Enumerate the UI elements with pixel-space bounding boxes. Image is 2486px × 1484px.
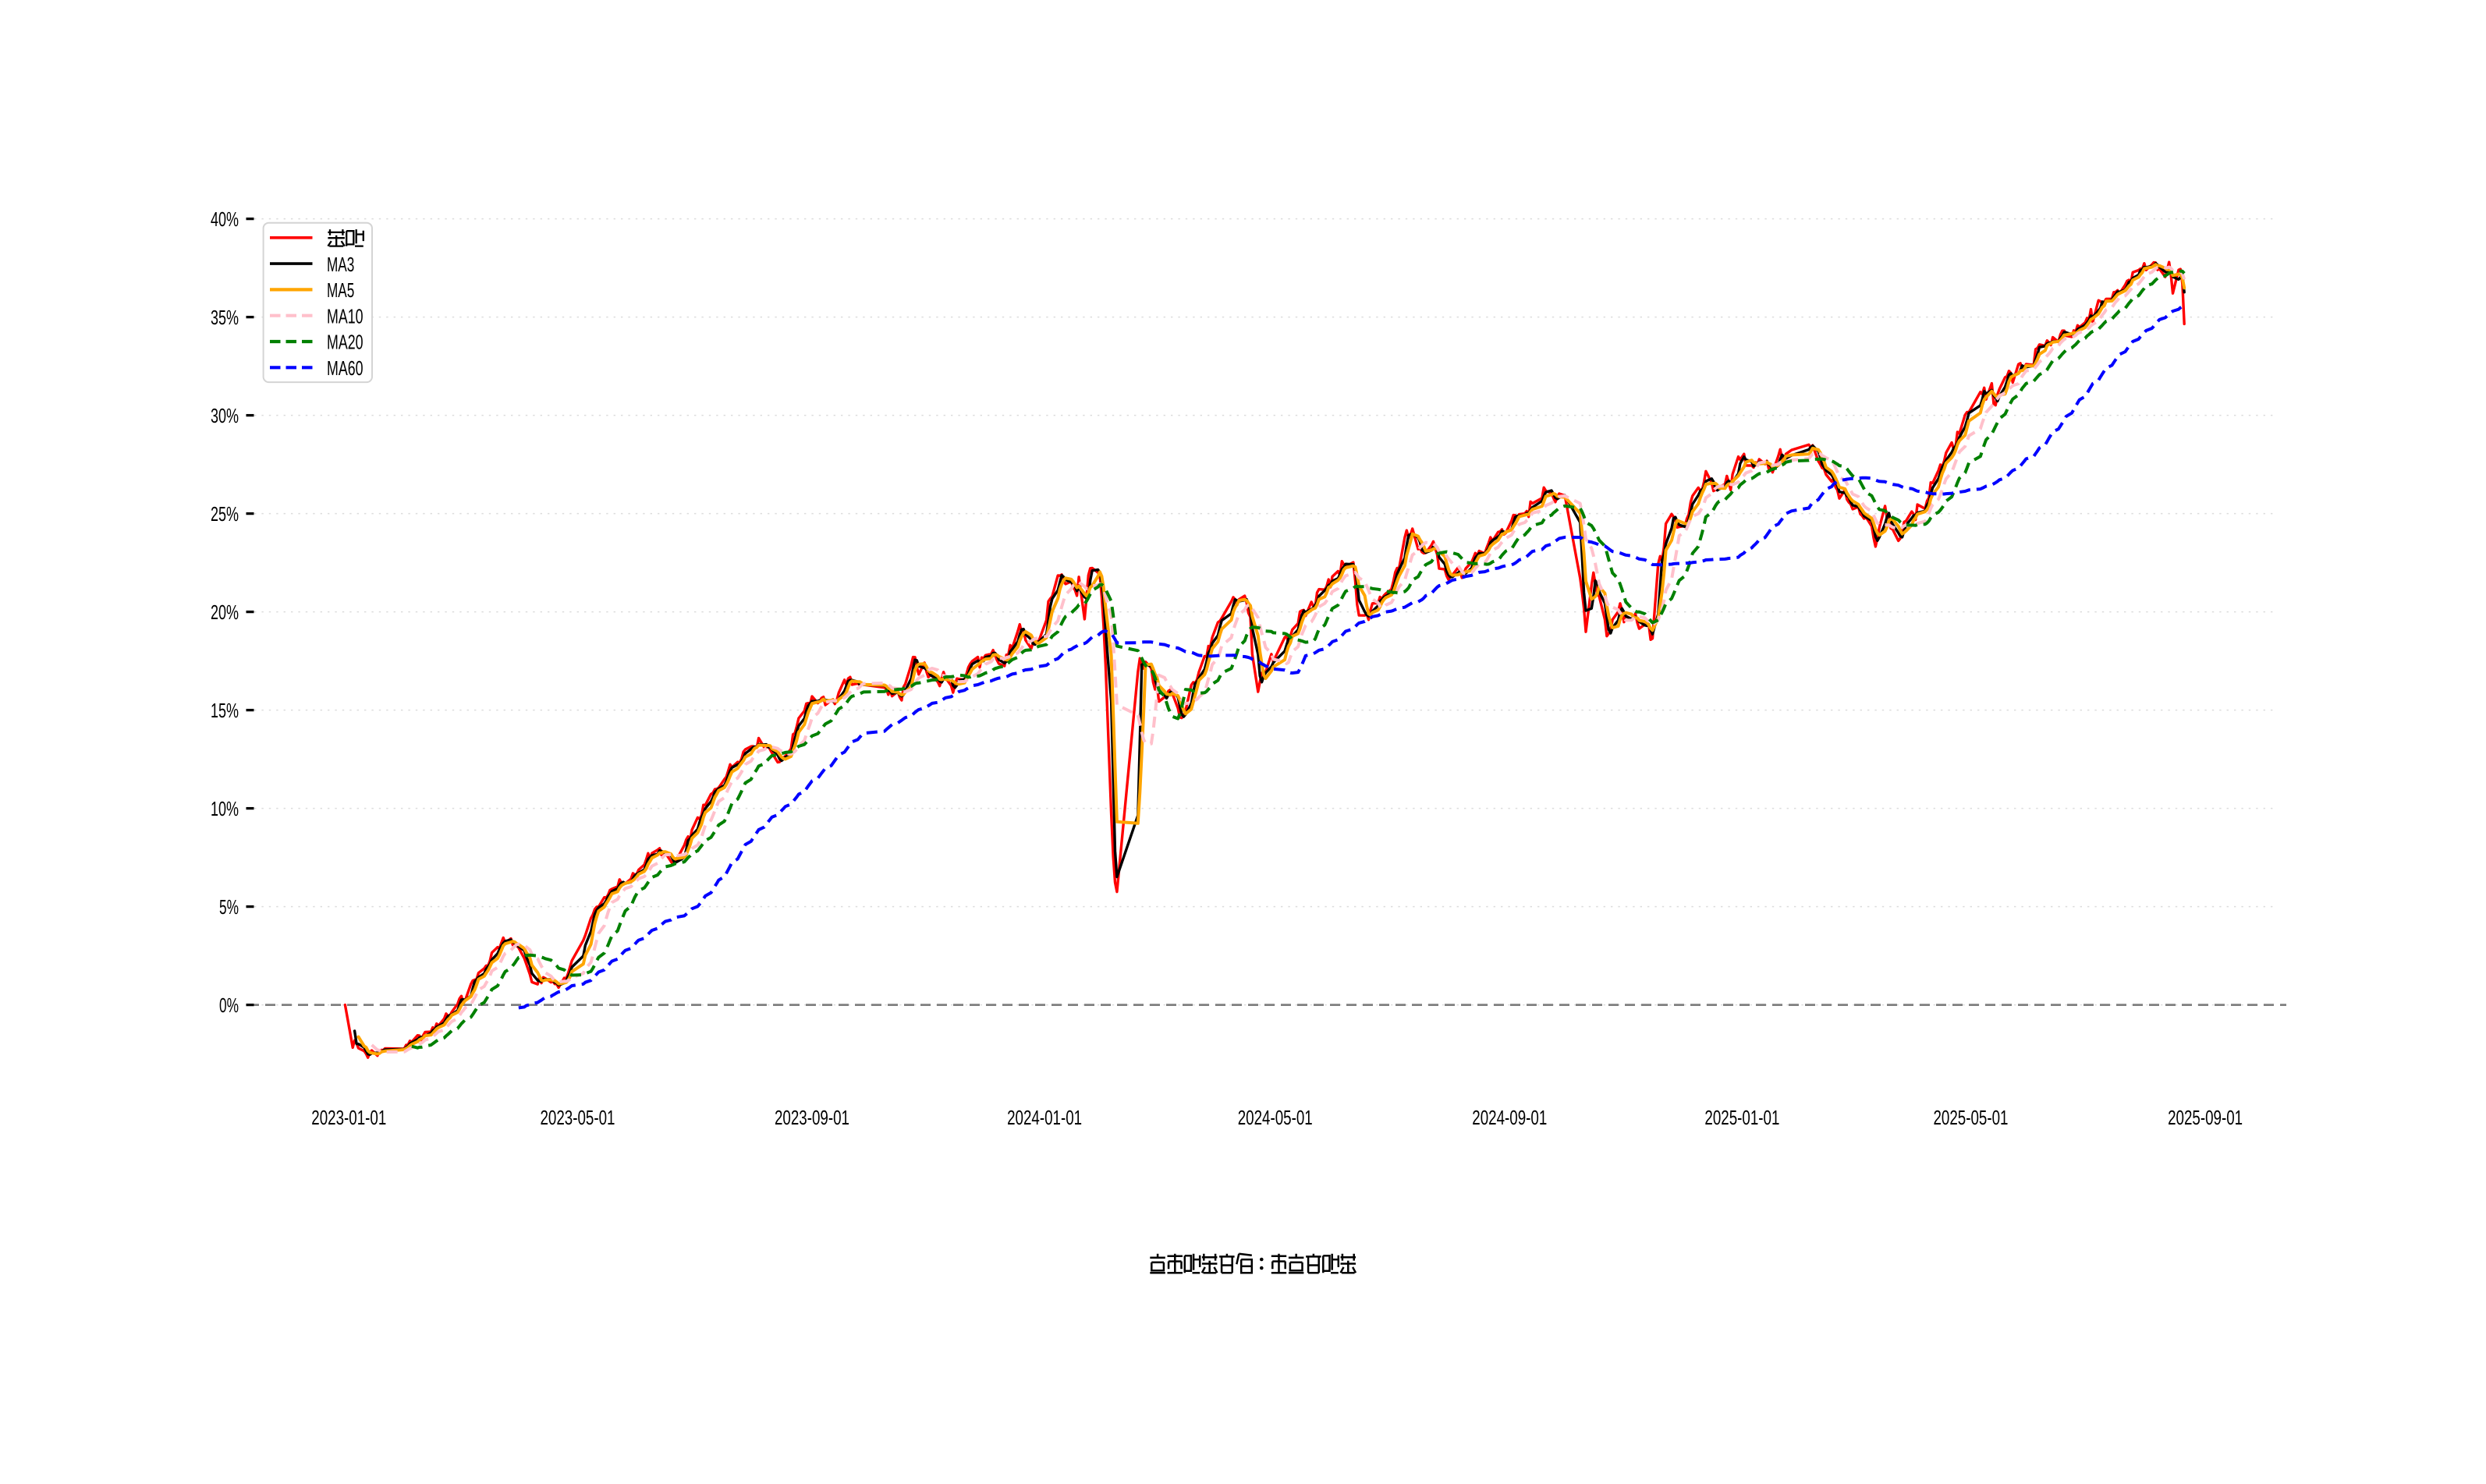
- svg-text:2023-09-01: 2023-09-01: [775, 1106, 849, 1129]
- svg-text:MA10: MA10: [327, 304, 364, 328]
- svg-text:10%: 10%: [211, 797, 239, 820]
- svg-text:MA20: MA20: [327, 331, 364, 354]
- svg-text:40%: 40%: [211, 207, 239, 231]
- svg-text:MA5: MA5: [327, 278, 354, 302]
- svg-text:35%: 35%: [211, 306, 239, 329]
- svg-text:20%: 20%: [211, 600, 239, 624]
- svg-text:MA3: MA3: [327, 253, 354, 276]
- svg-text:2025-01-01: 2025-01-01: [1704, 1106, 1779, 1129]
- svg-text:25%: 25%: [211, 502, 239, 526]
- svg-text:5%: 5%: [219, 895, 239, 919]
- svg-text:2023-05-01: 2023-05-01: [541, 1106, 615, 1129]
- svg-text:MA60: MA60: [327, 356, 364, 380]
- svg-text:0%: 0%: [219, 993, 239, 1017]
- svg-text:2024-09-01: 2024-09-01: [1472, 1106, 1547, 1129]
- svg-text:30%: 30%: [211, 404, 239, 427]
- svg-text:2025-05-01: 2025-05-01: [1934, 1106, 2009, 1129]
- svg-text:2024-01-01: 2024-01-01: [1007, 1106, 1082, 1129]
- svg-text:2024-05-01: 2024-05-01: [1238, 1106, 1313, 1129]
- svg-text:2025-09-01: 2025-09-01: [2168, 1106, 2243, 1129]
- svg-text:2023-01-01: 2023-01-01: [311, 1106, 386, 1129]
- svg-text:15%: 15%: [211, 699, 239, 722]
